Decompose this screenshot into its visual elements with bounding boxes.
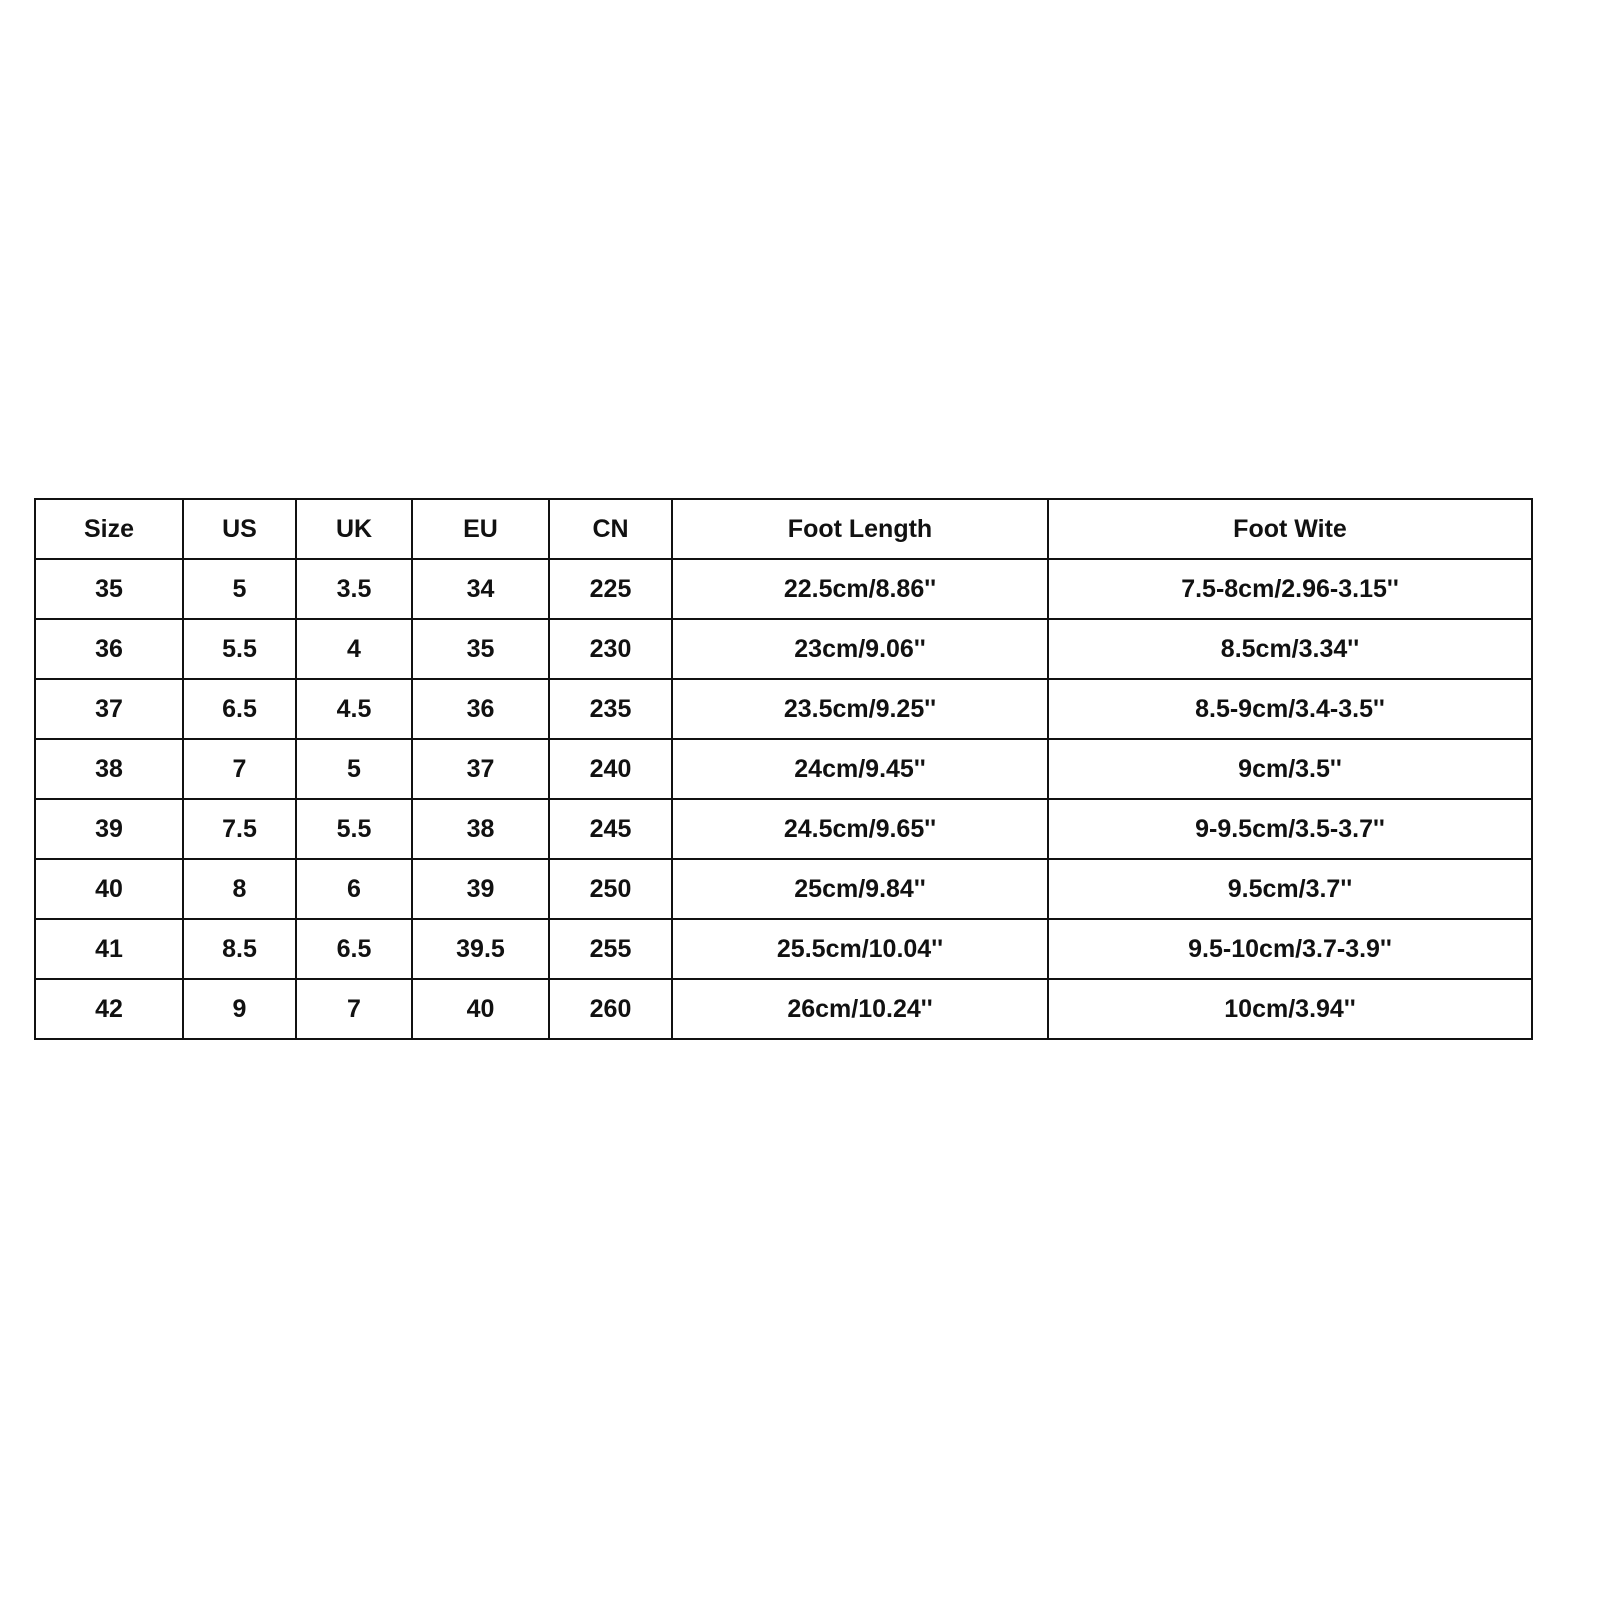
table-row: 37 6.5 4.5 36 235 23.5cm/9.25'' 8.5-9cm/3.4-3.…: [34, 678, 1533, 740]
table-cell: 39: [34, 798, 184, 860]
table-cell: 240: [548, 738, 673, 800]
table-cell: 26cm/10.24'': [671, 978, 1049, 1040]
table-cell: 5: [182, 558, 297, 620]
table-cell: 7.5: [182, 798, 297, 860]
table-cell: 230: [548, 618, 673, 680]
table-row: 39 7.5 5.5 38 245 24.5cm/9.65'' 9-9.5cm/3.5-3.…: [34, 798, 1533, 860]
table-row: 35 5 3.5 34 225 22.5cm/8.86'' 7.5-8cm/2.96-3.1…: [34, 558, 1533, 620]
table-cell: 9cm/3.5'': [1047, 738, 1533, 800]
table-cell: 5.5: [182, 618, 297, 680]
table-cell: 255: [548, 918, 673, 980]
table-cell: 40: [411, 978, 550, 1040]
table-cell: 25cm/9.84'': [671, 858, 1049, 920]
table-cell: 39: [411, 858, 550, 920]
table-cell: 6.5: [295, 918, 413, 980]
table-cell: 9.5-10cm/3.7-3.9'': [1047, 918, 1533, 980]
table-cell: 8.5-9cm/3.4-3.5'': [1047, 678, 1533, 740]
table-cell: 41: [34, 918, 184, 980]
table-cell: 38: [411, 798, 550, 860]
table-cell: 9: [182, 978, 297, 1040]
table-cell: 225: [548, 558, 673, 620]
column-header: Size: [34, 498, 184, 560]
table-row: 38 7 5 37 240 24cm/9.45'' 9cm/3.5'': [34, 738, 1533, 800]
column-header: Foot Length: [671, 498, 1049, 560]
table-cell: 35: [34, 558, 184, 620]
table-cell: 37: [34, 678, 184, 740]
table-cell: 5: [295, 738, 413, 800]
table-cell: 9.5cm/3.7'': [1047, 858, 1533, 920]
table-cell: 245: [548, 798, 673, 860]
column-header: EU: [411, 498, 550, 560]
table-cell: 24.5cm/9.65'': [671, 798, 1049, 860]
table-cell: 23.5cm/9.25'': [671, 678, 1049, 740]
table-cell: 39.5: [411, 918, 550, 980]
table-cell: 8.5: [182, 918, 297, 980]
size-chart-table: Size US UK EU CN Foot Length Foot Wite 35 5 3.5 3…: [34, 498, 1533, 1040]
table-cell: 24cm/9.45'': [671, 738, 1049, 800]
table-cell: 7: [295, 978, 413, 1040]
table-cell: 40: [34, 858, 184, 920]
table-cell: 36: [411, 678, 550, 740]
table-cell: 37: [411, 738, 550, 800]
table-cell: 25.5cm/10.04'': [671, 918, 1049, 980]
table-cell: 8: [182, 858, 297, 920]
column-header: CN: [548, 498, 673, 560]
table-row: 41 8.5 6.5 39.5 255 25.5cm/10.04'' 9.5-10cm/3.…: [34, 918, 1533, 980]
table-cell: 5.5: [295, 798, 413, 860]
table-cell: 38: [34, 738, 184, 800]
table-row: 36 5.5 4 35 230 23cm/9.06'' 8.5cm/3.34'': [34, 618, 1533, 680]
table-cell: 4: [295, 618, 413, 680]
table-cell: 235: [548, 678, 673, 740]
table-cell: 7.5-8cm/2.96-3.15'': [1047, 558, 1533, 620]
table-cell: 6.5: [182, 678, 297, 740]
table-cell: 8.5cm/3.34'': [1047, 618, 1533, 680]
header-row: Size US UK EU CN Foot Length Foot Wite: [34, 498, 1533, 560]
table-cell: 23cm/9.06'': [671, 618, 1049, 680]
table-cell: 4.5: [295, 678, 413, 740]
table-cell: 42: [34, 978, 184, 1040]
table-cell: 35: [411, 618, 550, 680]
table-cell: 7: [182, 738, 297, 800]
table-cell: 6: [295, 858, 413, 920]
table-cell: 34: [411, 558, 550, 620]
table-cell: 260: [548, 978, 673, 1040]
table-cell: 250: [548, 858, 673, 920]
table-cell: 10cm/3.94'': [1047, 978, 1533, 1040]
column-header: UK: [295, 498, 413, 560]
column-header: US: [182, 498, 297, 560]
table-cell: 9-9.5cm/3.5-3.7'': [1047, 798, 1533, 860]
table-row: 40 8 6 39 250 25cm/9.84'' 9.5cm/3.7'': [34, 858, 1533, 920]
table-row: 42 9 7 40 260 26cm/10.24'' 10cm/3.94'': [34, 978, 1533, 1040]
table-cell: 3.5: [295, 558, 413, 620]
table-cell: 36: [34, 618, 184, 680]
table-cell: 22.5cm/8.86'': [671, 558, 1049, 620]
column-header: Foot Wite: [1047, 498, 1533, 560]
